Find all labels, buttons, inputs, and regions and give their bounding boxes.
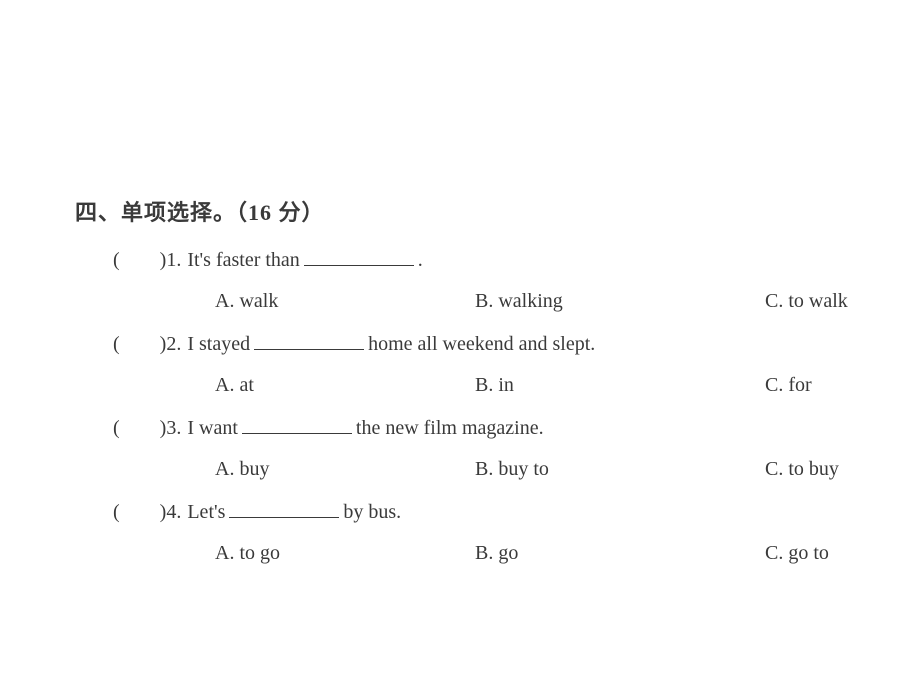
- question-1: ( ) 1. It's faster than . A. walk B. wal…: [75, 249, 880, 313]
- options-line: A. walk B. walking C. to walk: [75, 290, 880, 313]
- question-text-before: Let's: [187, 501, 225, 524]
- question-line: ( ) 4. Let's by bus.: [75, 501, 880, 524]
- question-line: ( ) 3. I want the new film magazine.: [75, 417, 880, 440]
- paren-open: (: [113, 417, 120, 440]
- question-text-after: by bus.: [343, 501, 401, 524]
- paren-close: ): [160, 333, 167, 356]
- question-3: ( ) 3. I want the new film magazine. A. …: [75, 417, 880, 481]
- question-2: ( ) 2. I stayed home all weekend and sle…: [75, 333, 880, 397]
- question-text-before: I stayed: [187, 333, 250, 356]
- option-b[interactable]: B. in: [475, 374, 765, 397]
- option-a[interactable]: A. buy: [215, 458, 475, 481]
- question-text-before: I want: [187, 417, 238, 440]
- question-text-after: home all weekend and slept.: [368, 333, 595, 356]
- paren-close: ): [160, 501, 167, 524]
- option-a[interactable]: A. to go: [215, 542, 475, 565]
- question-text-after: .: [418, 249, 423, 272]
- paren-close: ): [160, 249, 167, 272]
- question-number: 3.: [166, 417, 181, 440]
- worksheet-content: 四、单项选择。（16 分） ( ) 1. It's faster than . …: [75, 195, 880, 585]
- option-b[interactable]: B. go: [475, 542, 765, 565]
- question-text-after: the new film magazine.: [356, 417, 544, 440]
- fill-blank[interactable]: [304, 250, 414, 266]
- option-c[interactable]: C. go to: [765, 542, 880, 565]
- paren-open: (: [113, 501, 120, 524]
- option-b[interactable]: B. buy to: [475, 458, 765, 481]
- options-line: A. at B. in C. for: [75, 374, 880, 397]
- fill-blank[interactable]: [242, 418, 352, 434]
- options-line: A. buy B. buy to C. to buy: [75, 458, 880, 481]
- option-a[interactable]: A. at: [215, 374, 475, 397]
- option-c[interactable]: C. to walk: [765, 290, 880, 313]
- question-line: ( ) 1. It's faster than .: [75, 249, 880, 272]
- option-b[interactable]: B. walking: [475, 290, 765, 313]
- options-line: A. to go B. go C. go to: [75, 542, 880, 565]
- question-number: 2.: [166, 333, 181, 356]
- paren-open: (: [113, 249, 120, 272]
- question-line: ( ) 2. I stayed home all weekend and sle…: [75, 333, 880, 356]
- option-c[interactable]: C. to buy: [765, 458, 880, 481]
- option-c[interactable]: C. for: [765, 374, 880, 397]
- question-number: 1.: [166, 249, 181, 272]
- fill-blank[interactable]: [254, 334, 364, 350]
- question-number: 4.: [166, 501, 181, 524]
- option-a[interactable]: A. walk: [215, 290, 475, 313]
- paren-open: (: [113, 333, 120, 356]
- paren-close: ): [160, 417, 167, 440]
- question-text-before: It's faster than: [187, 249, 299, 272]
- section-title: 四、单项选择。（16 分）: [75, 195, 880, 227]
- fill-blank[interactable]: [229, 502, 339, 518]
- question-4: ( ) 4. Let's by bus. A. to go B. go C. g…: [75, 501, 880, 565]
